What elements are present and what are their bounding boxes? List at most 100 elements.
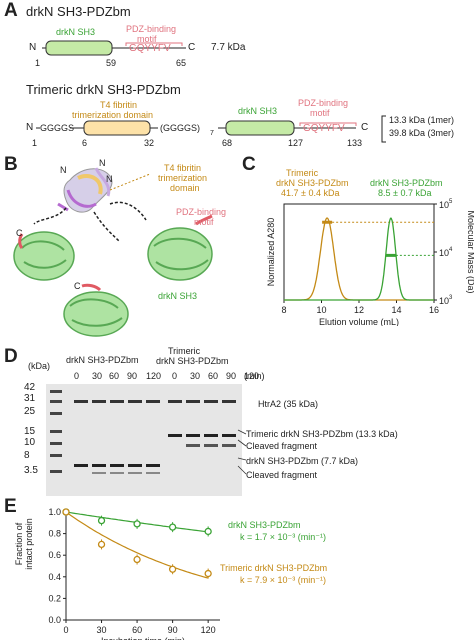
- d-band-mono: [110, 464, 124, 467]
- a-tri-num-6: 6: [82, 138, 88, 148]
- d-band-tri-cleaved: [186, 444, 200, 447]
- d-band-htra2: [146, 400, 160, 403]
- b-t4-label-3: domain: [170, 183, 200, 193]
- c-x-tick-label: 10: [316, 305, 326, 315]
- a-tri-num-68: 68: [222, 138, 233, 148]
- d-min-label: (min): [244, 371, 265, 381]
- c-legend-mono-2: 8.5 ± 0.7 kDa: [378, 188, 432, 198]
- e-data-point-0: [133, 520, 141, 528]
- d-band-htra2: [92, 400, 106, 403]
- d-ladder-band: [50, 400, 62, 403]
- panel-b-letter: B: [4, 154, 18, 175]
- c-legend-tri-1: Trimeric: [286, 168, 319, 178]
- c-y2-tick-label: 10: [439, 248, 449, 258]
- b-linker-3: [109, 201, 147, 221]
- e-data-point-0: [204, 527, 212, 536]
- b-structure-illustration: [13, 167, 213, 337]
- c-series-trace-0: [284, 217, 434, 301]
- b-n-2: N: [99, 158, 106, 168]
- a-tri-num-1: 1: [32, 138, 38, 148]
- d-marker-label-2: 25: [24, 406, 36, 417]
- b-linker-1: [33, 207, 67, 225]
- d-head-tri-2: drkN SH3-PDZbm: [156, 356, 229, 366]
- b-sh3-label: drkN SH3: [158, 291, 198, 301]
- a-tri-gggg2-sub: 7: [210, 130, 214, 137]
- panel-d-letter: D: [4, 346, 18, 367]
- c-x-tick-label: 16: [429, 305, 439, 315]
- a-tri-n: N: [26, 122, 34, 133]
- a-tri-c: C: [361, 122, 369, 133]
- e-data-point-1: [97, 540, 106, 549]
- d-band-mono: [92, 464, 106, 467]
- b-pdz-label-2: motif: [194, 217, 214, 227]
- d-band-mono-cleaved: [128, 472, 142, 474]
- d-band-tri: [204, 434, 218, 437]
- d-band-mono-cleaved: [110, 472, 124, 474]
- a-tri-kda-bracket: [381, 115, 386, 143]
- d-ladder-band: [50, 470, 62, 473]
- d-time-label-8: 90: [226, 371, 237, 381]
- b-t4-label-2: trimerization: [158, 173, 208, 183]
- panel-a-title-mono: drkN SH3-PDZbm: [26, 4, 131, 19]
- a-mono-num-1: 1: [35, 58, 41, 68]
- e-data-point-1: [62, 508, 70, 516]
- e-y-tick-label: 0.4: [48, 572, 61, 582]
- a-tri-sh3-label: drkN SH3: [238, 106, 278, 116]
- d-marker-label-6: 3.5: [24, 465, 38, 476]
- b-n-1: N: [60, 165, 67, 175]
- c-x-tick-label: 14: [391, 305, 401, 315]
- d-time-label-2: 60: [109, 371, 120, 381]
- panel-a-letter: A: [4, 0, 18, 21]
- d-marker-label-5: 8: [24, 450, 30, 461]
- e-x-tick-label: 60: [132, 625, 142, 635]
- d-kda-label: (kDa): [28, 361, 50, 371]
- c-legend-tri-3: 41.7 ± 0.4 kDa: [281, 188, 340, 198]
- d-time-label-9: 120: [244, 371, 260, 381]
- d-ladder-band: [50, 430, 62, 433]
- b-sh3-domain-middle: [63, 283, 129, 337]
- c-y2-tick-label: 10: [439, 296, 449, 306]
- a-tri-construct-diagram: [36, 115, 386, 143]
- b-sh3-domain-left: [13, 231, 75, 281]
- d-marker-label-4: 10: [24, 437, 36, 448]
- c-y2-tick-exponent: 3: [449, 295, 453, 301]
- e-fit-curve-1: [65, 511, 209, 579]
- d-ladder-band: [50, 412, 62, 415]
- a-tri-gggg2: (GGGGS): [160, 123, 200, 133]
- a-pdz-label-2: motif: [137, 34, 157, 44]
- c-y2-tick-exponent: 5: [449, 199, 453, 205]
- e-y-tick-label: 0.2: [48, 593, 61, 603]
- d-band-tri: [222, 434, 236, 437]
- e-x-tick-label: 120: [201, 625, 216, 635]
- d-label-leaders: [237, 429, 247, 475]
- d-band-tri: [168, 434, 182, 437]
- d-band-htra2: [204, 400, 218, 403]
- a-tri-seq: GQYYFV: [303, 123, 345, 134]
- d-label-mono: drkN SH3-PDZbm (7.7 kDa): [246, 456, 359, 466]
- b-c-2: C: [74, 281, 81, 291]
- d-marker-label-3: 15: [24, 426, 36, 437]
- c-y-axis-label: Normalized A280: [266, 218, 276, 287]
- e-x-tick-label: 30: [97, 625, 107, 635]
- a-t4-box: [83, 120, 151, 136]
- a-tri-pdz-label-1: PDZ-binding: [298, 98, 349, 108]
- d-time-label-6: 30: [190, 371, 201, 381]
- d-ladder-band: [50, 454, 62, 457]
- d-time-label-3: 90: [127, 371, 138, 381]
- c-legend-mono-1: drkN SH3-PDZbm: [370, 178, 443, 188]
- c-sec-mals-chart: 8 10 12 14 16 Elution volume (mL) Normalized A…: [266, 199, 474, 326]
- d-head-tri-1: Trimeric: [168, 346, 201, 356]
- d-band-mono-cleaved: [92, 472, 106, 474]
- a-mono-kda: 7.7 kDa: [211, 42, 246, 53]
- e-tri-k: k = 7.9 × 10⁻³ (min⁻¹): [240, 575, 327, 585]
- a-tri-sh3-box: [225, 120, 295, 136]
- d-band-tri-cleaved: [222, 444, 236, 447]
- e-mono-label: drkN SH3-PDZbm: [228, 520, 301, 530]
- d-band-mono: [146, 464, 160, 467]
- b-c-1: C: [16, 228, 23, 238]
- a-tri-pdz-bracket: [299, 122, 357, 126]
- d-band-htra2: [168, 400, 182, 403]
- d-label-htra2: HtrA2 (35 kDa): [258, 399, 319, 409]
- c-x-tick-label: 12: [354, 305, 364, 315]
- b-t4-label-1: T4 fibritin: [164, 163, 202, 173]
